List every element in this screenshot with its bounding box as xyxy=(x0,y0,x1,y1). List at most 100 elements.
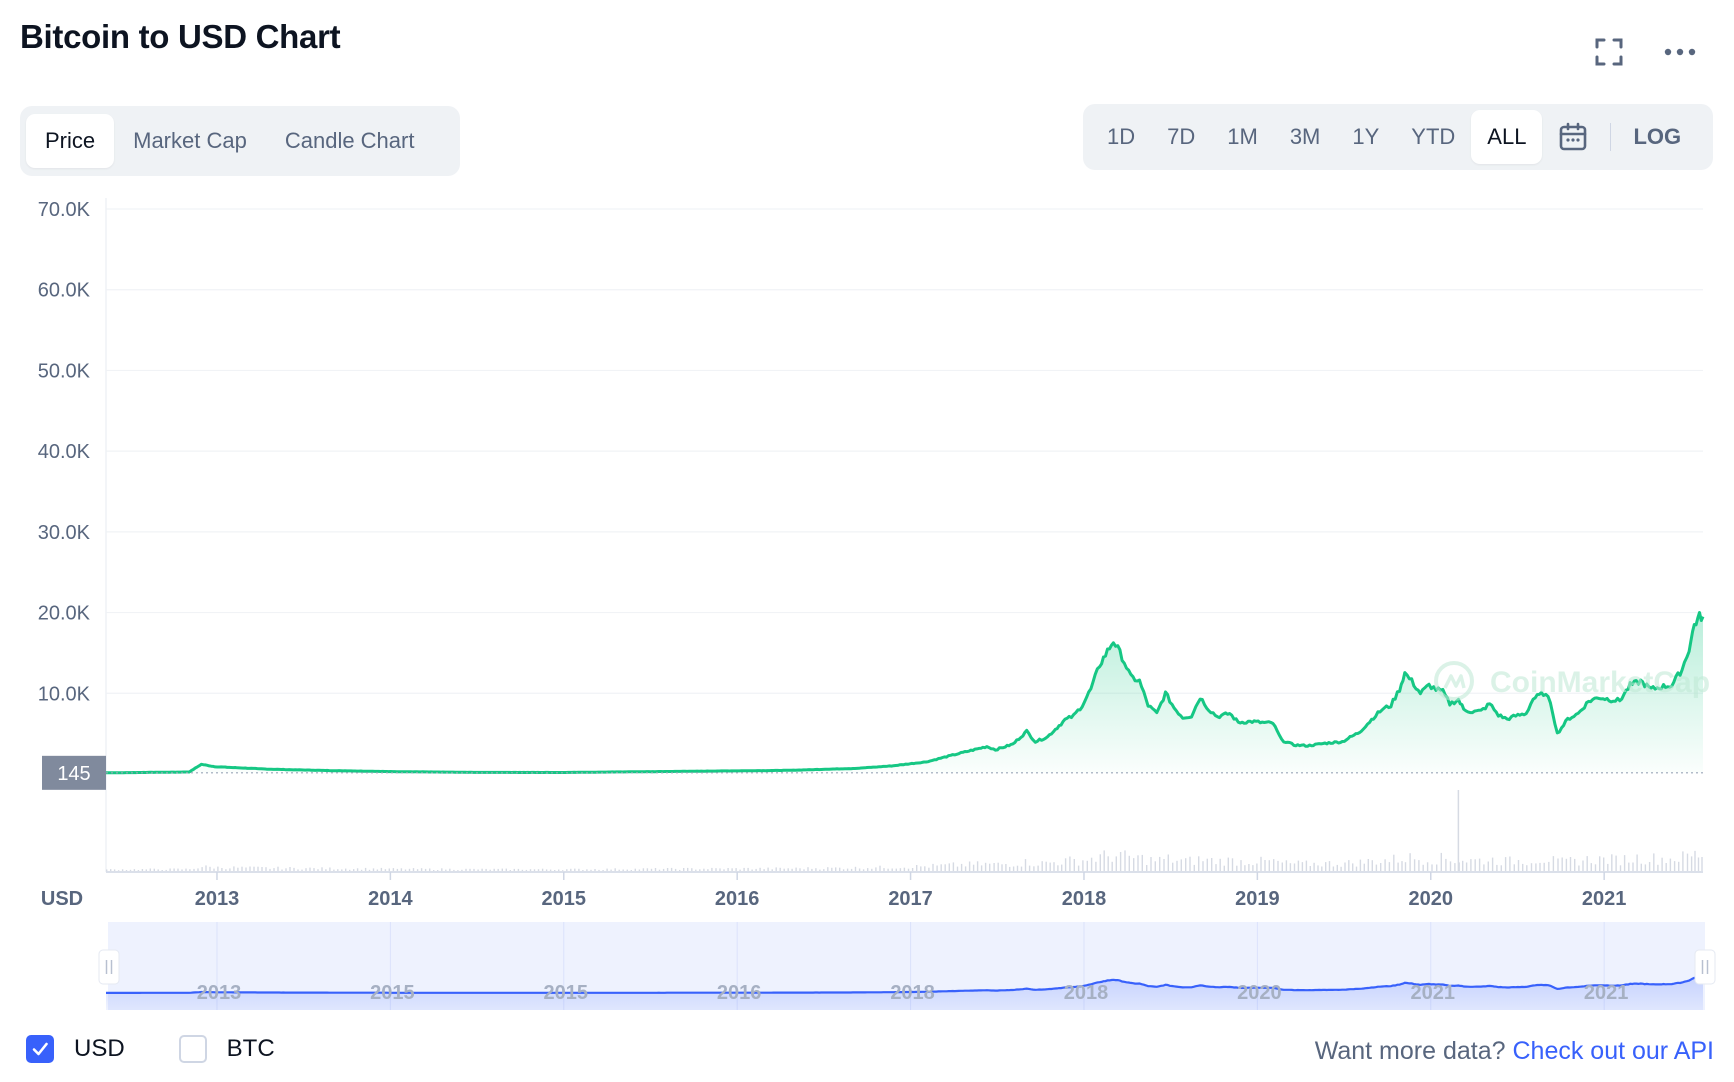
volume-bar xyxy=(735,868,737,871)
volume-bar xyxy=(1418,860,1420,871)
volume-bar xyxy=(787,868,789,871)
volume-bar xyxy=(1167,854,1169,871)
watermark: CoinMarketCap xyxy=(1434,661,1710,701)
volume-bar xyxy=(751,869,753,871)
volume-bar xyxy=(1561,857,1563,871)
volume-bar xyxy=(1095,861,1097,871)
volume-bar xyxy=(161,870,163,871)
check-icon xyxy=(32,1042,48,1056)
tab-range-1y[interactable]: 1Y xyxy=(1352,124,1380,149)
volume-bar xyxy=(1077,865,1080,871)
fullscreen-button[interactable] xyxy=(1589,32,1629,72)
volume-bar xyxy=(940,864,942,871)
volume-bar xyxy=(715,868,717,871)
volume-bar xyxy=(181,869,183,871)
calendar-button[interactable] xyxy=(1542,110,1604,164)
tab-range-all[interactable]: ALL xyxy=(1471,110,1543,164)
volume-bar xyxy=(1657,864,1659,871)
volume-bar xyxy=(185,868,187,871)
volume-bar xyxy=(1628,862,1630,871)
tab-range-ytd[interactable]: YTD xyxy=(1411,124,1456,149)
volume-bar xyxy=(501,868,503,871)
volume-bar xyxy=(867,868,869,871)
volume-bar xyxy=(1431,864,1433,871)
volume-bar xyxy=(755,868,757,871)
volume-bar xyxy=(261,867,263,871)
volume-bar xyxy=(293,867,295,871)
volume-bar xyxy=(835,867,837,871)
volume-bar xyxy=(521,869,524,871)
tab-range-1m[interactable]: 1M xyxy=(1227,124,1258,149)
volume-bar xyxy=(952,862,955,871)
volume-bar xyxy=(578,868,580,871)
volume-bar xyxy=(1483,864,1485,871)
volume-bar xyxy=(1496,864,1498,871)
volume-bar xyxy=(1413,859,1416,871)
navigator-tick-label: 2016 xyxy=(717,982,762,1004)
api-promo: Want more data? Check out our API xyxy=(1315,1037,1714,1066)
volume-bar xyxy=(1669,858,1672,871)
btc-checkbox[interactable] xyxy=(178,1035,207,1063)
volume-bar xyxy=(562,870,564,871)
volume-bar xyxy=(1694,850,1696,871)
navigator-area xyxy=(106,976,1703,1010)
volume-bar xyxy=(815,868,817,871)
volume-bar xyxy=(1535,863,1537,871)
volume-bar xyxy=(437,870,439,871)
tab-market-cap[interactable]: Market Cap xyxy=(133,128,247,153)
volume-bar xyxy=(289,867,291,871)
volume-bar xyxy=(743,867,745,871)
volume-bar xyxy=(1086,860,1088,871)
volume-bar xyxy=(1033,866,1035,871)
volume-bar xyxy=(1454,863,1456,871)
tab-range-3m[interactable]: 3M xyxy=(1289,124,1321,149)
more-options-button[interactable] xyxy=(1660,32,1700,72)
x-tick-label: 2013 xyxy=(195,888,240,910)
volume-bar xyxy=(574,868,576,871)
volume-bar xyxy=(412,868,415,871)
volume-bar xyxy=(1001,864,1003,871)
volume-bar xyxy=(679,869,681,871)
volume-bar xyxy=(634,868,636,871)
btc-label[interactable]: BTC xyxy=(226,1035,275,1062)
tab-candle-chart[interactable]: Candle Chart xyxy=(284,128,415,153)
volume-bar xyxy=(723,869,725,871)
tab-range-7d[interactable]: 7D xyxy=(1167,124,1196,149)
volume-bar xyxy=(117,870,120,871)
volume-bar xyxy=(541,868,544,871)
volume-bar xyxy=(368,869,371,871)
volume-bar xyxy=(457,870,459,871)
navigator-left-handle[interactable] xyxy=(98,949,120,985)
volume-bar xyxy=(1150,857,1152,871)
volume-bar xyxy=(570,868,572,871)
volume-bar xyxy=(731,868,733,871)
volume-bar xyxy=(149,868,151,871)
navigator[interactable]: 2013 2015 2015 2016 2018 2018 2020 2021 2021 xyxy=(98,922,1716,1010)
volume-bar xyxy=(850,868,853,871)
usd-label[interactable]: USD xyxy=(74,1035,125,1062)
volume-bar xyxy=(277,866,279,871)
tab-price[interactable]: Price xyxy=(26,114,115,168)
volume-bar xyxy=(920,866,922,871)
usd-checkbox[interactable] xyxy=(26,1035,54,1063)
log-toggle[interactable]: LOG xyxy=(1633,124,1682,149)
volume-bar xyxy=(1215,864,1217,871)
volume-bar xyxy=(1500,865,1502,871)
volume-bar xyxy=(1367,859,1369,871)
volume-bar xyxy=(1301,862,1304,871)
volume-bar xyxy=(1543,862,1545,871)
volume-bar xyxy=(1223,865,1225,871)
volume-bar xyxy=(1172,862,1174,871)
volume-bar xyxy=(1128,855,1130,871)
api-link[interactable]: Check out our API xyxy=(1512,1037,1714,1065)
volume-bar xyxy=(1332,866,1335,871)
tab-range-1d[interactable]: 1D xyxy=(1107,124,1136,149)
volume-bar xyxy=(1569,857,1572,871)
volume-bar xyxy=(285,868,287,871)
volume-bar xyxy=(1615,855,1617,871)
volume-bar xyxy=(157,869,159,871)
price-line xyxy=(106,611,1705,775)
y-tick-label: 60.0K xyxy=(38,280,91,302)
volume-bar xyxy=(189,869,191,871)
navigator-right-handle[interactable] xyxy=(1694,949,1716,985)
